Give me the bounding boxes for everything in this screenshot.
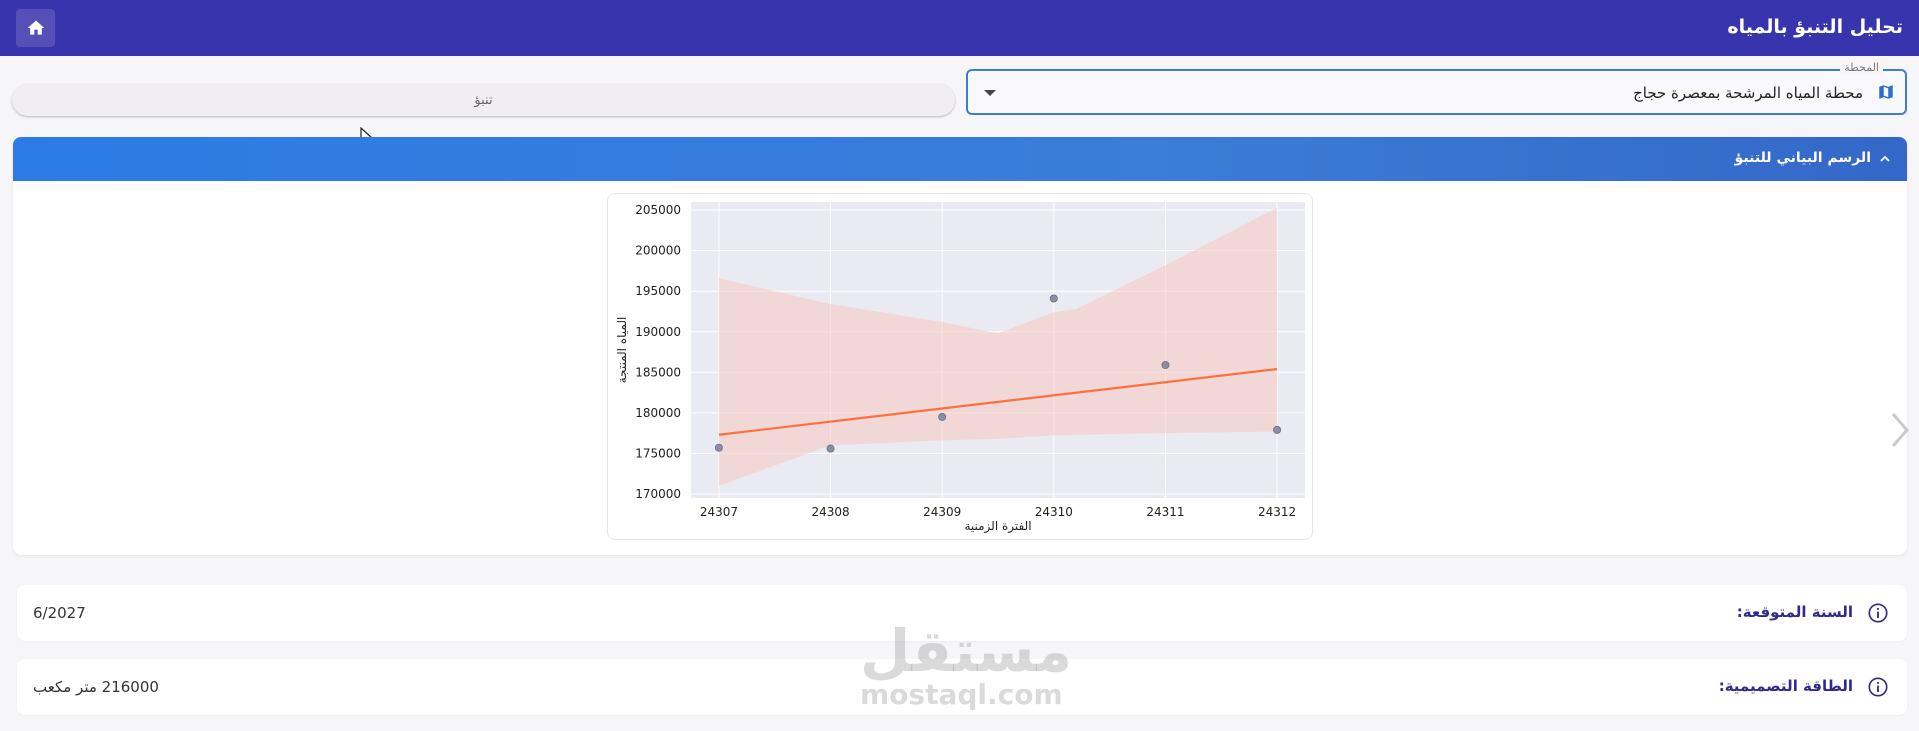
x-tick-label: 24312 bbox=[1258, 505, 1296, 519]
design-capacity-row: الطاقة التصميمية: 216000 متر مكعب bbox=[17, 659, 1907, 715]
x-tick-label: 24309 bbox=[923, 505, 961, 519]
y-tick-label: 195000 bbox=[635, 284, 681, 298]
forecast-chart-panel: الرسم البياني للتنبؤ 24307 24308 24309 2431… bbox=[13, 137, 1907, 555]
top-app-bar: تحليل التنبؤ بالمياه bbox=[0, 0, 1919, 56]
data-point bbox=[1161, 361, 1170, 370]
y-tick-label: 190000 bbox=[635, 325, 681, 339]
chart-card: 24307 24308 24309 24310 24311 24312 170000 1750… bbox=[607, 193, 1313, 540]
x-tick-label: 24307 bbox=[700, 505, 738, 519]
info-icon bbox=[1868, 603, 1888, 623]
design-capacity-value: 216000 متر مكعب bbox=[33, 678, 159, 696]
info-icon bbox=[1868, 677, 1888, 697]
station-select[interactable]: المحطة محطة المياه المرشحة بمعصرة حجاج bbox=[966, 61, 1907, 115]
confidence-band bbox=[718, 207, 1278, 486]
forecast-chart: 24307 24308 24309 24310 24311 24312 170000 1750… bbox=[615, 202, 1305, 534]
y-tick-label: 205000 bbox=[635, 203, 681, 217]
expected-year-row: السنة المتوقعة: 6/2027 bbox=[17, 585, 1907, 641]
chevron-down-icon[interactable] bbox=[984, 90, 996, 96]
chevron-up-icon[interactable] bbox=[1877, 151, 1893, 167]
station-label: المحطة bbox=[1840, 61, 1883, 74]
data-point bbox=[1273, 425, 1282, 434]
predict-button[interactable]: تنبؤ bbox=[12, 84, 955, 116]
data-point bbox=[1049, 294, 1058, 303]
chart-panel-header[interactable]: الرسم البياني للتنبؤ bbox=[13, 137, 1907, 181]
x-tick-label: 24308 bbox=[811, 505, 849, 519]
data-point bbox=[714, 443, 723, 452]
watermark-arabic: مستقل bbox=[860, 617, 1073, 685]
trend-line bbox=[718, 367, 1278, 436]
data-point bbox=[826, 444, 835, 453]
expected-year-label: السنة المتوقعة: bbox=[1736, 603, 1853, 621]
home-icon bbox=[27, 20, 44, 35]
y-tick-label: 185000 bbox=[635, 365, 681, 379]
chart-panel-title: الرسم البياني للتنبؤ bbox=[1734, 150, 1871, 166]
home-button[interactable] bbox=[16, 9, 55, 47]
y-axis-label: المياه المنتجة bbox=[615, 317, 629, 384]
design-capacity-label: الطاقة التصميمية: bbox=[1718, 677, 1853, 695]
x-tick-label: 24310 bbox=[1035, 505, 1073, 519]
page-title: تحليل التنبؤ بالمياه bbox=[1727, 16, 1903, 38]
station-value: محطة المياه المرشحة بمعصرة حجاج bbox=[1633, 84, 1863, 102]
data-point bbox=[938, 412, 947, 421]
expected-year-value: 6/2027 bbox=[33, 604, 86, 622]
y-tick-label: 175000 bbox=[635, 446, 681, 460]
y-tick-label: 180000 bbox=[635, 406, 681, 420]
watermark: مستقل mostaql.com bbox=[860, 617, 1073, 711]
map-icon bbox=[1879, 85, 1893, 99]
watermark-latin: mostaql.com bbox=[860, 678, 1063, 711]
x-tick-label: 24311 bbox=[1146, 505, 1184, 519]
x-axis-label: الفترة الزمنية bbox=[964, 519, 1031, 534]
y-tick-label: 170000 bbox=[635, 487, 681, 501]
chevron-right-icon[interactable] bbox=[1887, 410, 1913, 450]
y-tick-label: 200000 bbox=[635, 244, 681, 258]
